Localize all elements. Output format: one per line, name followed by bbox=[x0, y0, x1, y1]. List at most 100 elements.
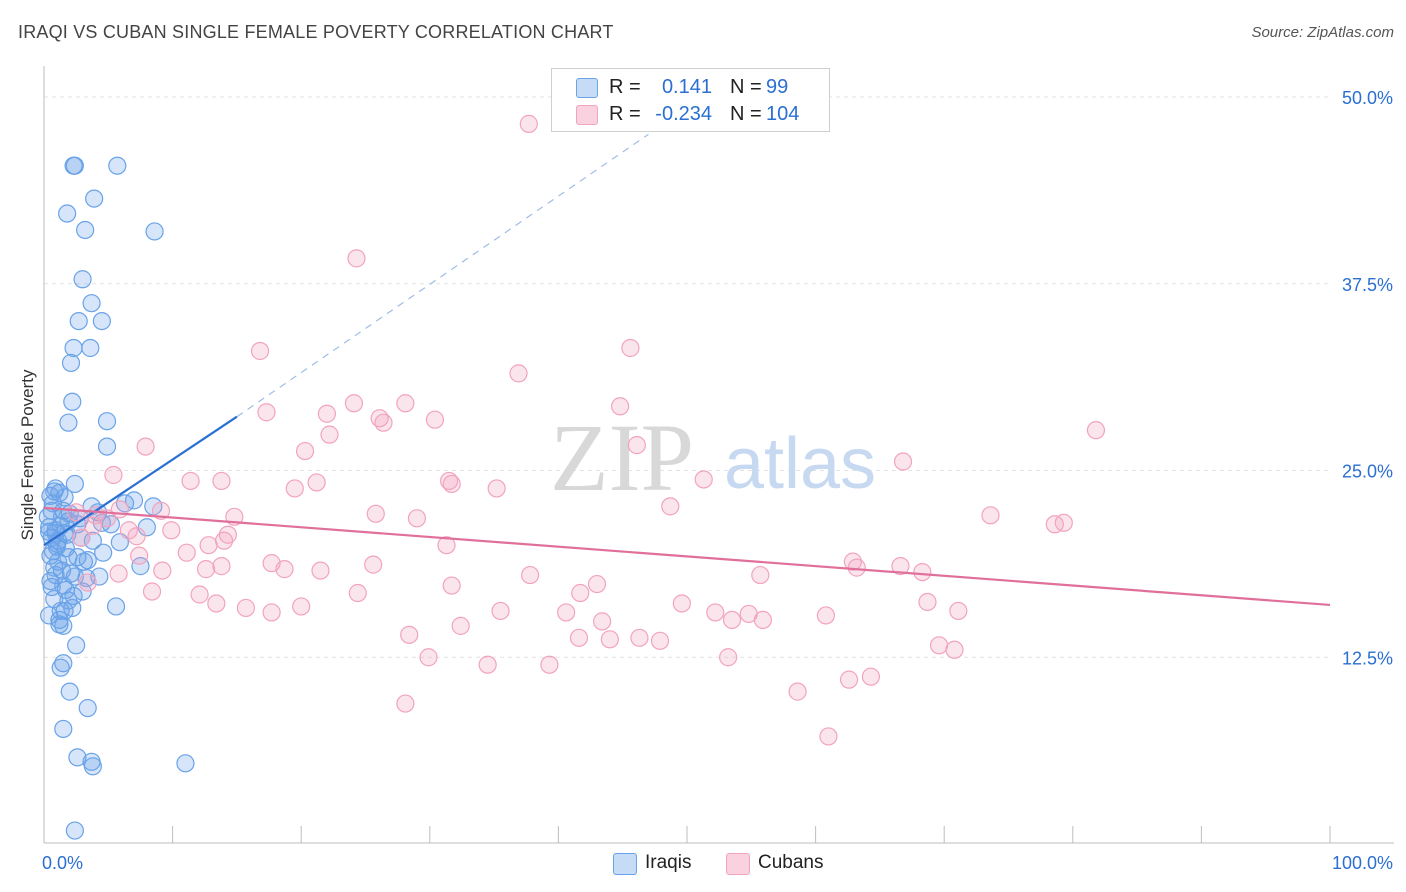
cubans-point bbox=[196, 560, 216, 579]
cubans-trend-line bbox=[43, 506, 1331, 607]
iraqis-point bbox=[61, 353, 81, 373]
iraqis-point bbox=[176, 754, 195, 773]
watermark-zip: ZIP bbox=[550, 404, 694, 511]
cubans-point bbox=[788, 682, 807, 701]
cubans-point bbox=[364, 555, 383, 574]
series-cubans-points bbox=[67, 114, 1106, 746]
cubans-point bbox=[521, 565, 540, 585]
cubans-r-value: -0.234 bbox=[655, 103, 712, 125]
iraqis-point bbox=[108, 156, 127, 175]
cubans-point bbox=[177, 543, 196, 562]
y-tick-label: 50.0% bbox=[1342, 88, 1393, 108]
iraqis-point bbox=[55, 488, 74, 507]
cubans-point bbox=[311, 561, 330, 580]
cubans-r-label: R = bbox=[609, 103, 641, 125]
iraqis-point bbox=[49, 552, 68, 571]
cubans-point bbox=[1045, 515, 1064, 534]
iraqis-point bbox=[97, 412, 117, 431]
cubans-point bbox=[153, 561, 172, 580]
cubans-n-label: N = bbox=[730, 103, 762, 125]
iraqis-point bbox=[73, 582, 92, 601]
iraqis-point bbox=[65, 474, 84, 494]
cubans-point bbox=[627, 436, 646, 455]
legend-row-iraqis: R = 0.141 N = 99 bbox=[552, 73, 829, 101]
cubans-point bbox=[425, 410, 445, 429]
cubans-point bbox=[918, 592, 937, 612]
iraqis-point bbox=[67, 636, 86, 655]
y-tick-labels: 12.5% 25.0% 37.5% 50.0% bbox=[1342, 88, 1393, 668]
iraqis-point bbox=[73, 270, 92, 289]
cubans-point bbox=[190, 585, 209, 604]
cubans-point bbox=[104, 465, 123, 485]
cubans-point bbox=[929, 636, 949, 655]
cubans-point bbox=[587, 574, 607, 594]
iraqis-point bbox=[45, 589, 64, 609]
cubans-point bbox=[72, 528, 91, 547]
legend-iraqis-label: Iraqis bbox=[645, 852, 692, 873]
cubans-point bbox=[442, 576, 461, 595]
cubans-point bbox=[275, 560, 294, 579]
iraqis-point bbox=[83, 531, 102, 550]
cubans-point bbox=[661, 497, 680, 516]
cubans-point bbox=[419, 648, 438, 667]
cubans-point bbox=[181, 471, 200, 491]
cubans-point bbox=[540, 655, 559, 674]
cubans-point bbox=[1054, 513, 1073, 532]
series-iraqis-points bbox=[38, 156, 195, 840]
cubans-point bbox=[396, 394, 415, 413]
gridlines bbox=[44, 96, 1330, 658]
cubans-point bbox=[451, 616, 470, 635]
cubans-point bbox=[109, 564, 128, 583]
cubans-point bbox=[295, 441, 315, 461]
cubans-point bbox=[839, 670, 859, 689]
cubans-point bbox=[739, 604, 758, 624]
cubans-point bbox=[307, 473, 326, 492]
cubans-point bbox=[67, 503, 86, 522]
iraqis-point bbox=[145, 222, 164, 241]
cubans-point bbox=[945, 640, 964, 659]
cubans-point bbox=[719, 648, 738, 667]
cubans-point bbox=[97, 509, 117, 528]
iraqis-point bbox=[82, 294, 101, 313]
cubans-point bbox=[600, 630, 619, 649]
cubans-point bbox=[491, 601, 510, 621]
iraqis-point bbox=[76, 220, 95, 240]
iraqis-point bbox=[63, 392, 82, 411]
watermark: ZIP atlas bbox=[550, 404, 876, 511]
axes bbox=[43, 66, 1394, 844]
cubans-point bbox=[317, 404, 337, 423]
chart-title: IRAQI VS CUBAN SINGLE FEMALE POVERTY COR… bbox=[18, 22, 614, 42]
iraqis-point bbox=[50, 610, 69, 630]
source-label: Source: ZipAtlas.com bbox=[1251, 24, 1394, 41]
cubans-point bbox=[162, 521, 181, 540]
cubans-point bbox=[142, 582, 162, 601]
cubans-point bbox=[151, 501, 171, 520]
cubans-point bbox=[442, 474, 461, 494]
cubans-point bbox=[292, 597, 311, 616]
cubans-point bbox=[569, 628, 589, 647]
cubans-point bbox=[694, 470, 713, 489]
cubans-point bbox=[621, 338, 640, 358]
cubans-point bbox=[847, 558, 866, 577]
x-tick-label: 100.0% bbox=[1332, 853, 1393, 873]
cubans-point bbox=[214, 531, 234, 550]
iraqis-point bbox=[59, 413, 78, 432]
iraqis-trend-line bbox=[43, 415, 238, 547]
cubans-point bbox=[981, 506, 1000, 525]
cubans-point bbox=[212, 471, 231, 491]
stats-legend: R = 0.141 N = 99 R = -0.234 N = 104 bbox=[551, 68, 830, 132]
iraqis-swatch bbox=[576, 78, 598, 98]
iraqis-point bbox=[58, 204, 77, 223]
cubans-point bbox=[437, 536, 456, 555]
iraqis-point bbox=[64, 338, 83, 358]
cubans-point bbox=[207, 594, 226, 613]
iraqis-point bbox=[54, 719, 73, 739]
cubans-point bbox=[487, 479, 506, 498]
cubans-point bbox=[611, 397, 630, 416]
cubans-point bbox=[236, 598, 256, 618]
cubans-point bbox=[1086, 421, 1106, 440]
cubans-point bbox=[571, 583, 590, 603]
iraqis-point bbox=[94, 543, 113, 562]
cubans-point bbox=[557, 603, 576, 622]
